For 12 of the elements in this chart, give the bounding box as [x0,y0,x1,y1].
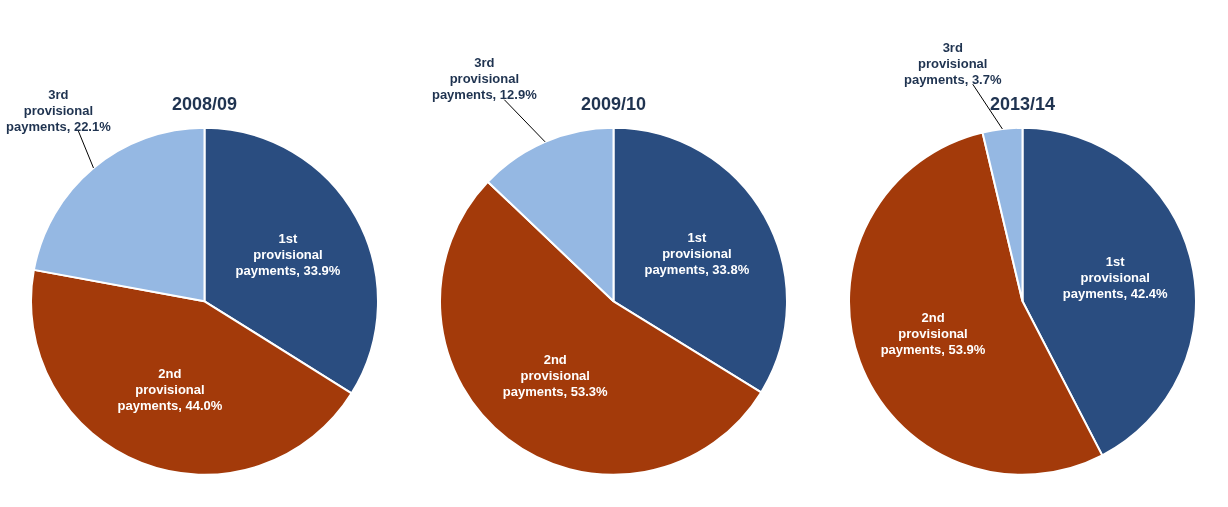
slice-label: 2nd provisional payments, 44.0% [117,365,223,413]
slice-label: 1st provisional payments, 33.9% [235,230,341,278]
slice-label: 3rd provisional payments, 22.1% [6,86,112,134]
slice-label: 1st provisional payments, 33.8% [644,230,750,278]
text: 2013/14 [989,93,1056,114]
slice-label: 1st provisional payments, 42.4% [1062,254,1169,302]
slice-label: 2nd provisional payments, 53.9% [880,310,986,358]
text: 2009/10 [580,93,647,114]
chart-title: 2008/09 [171,93,238,114]
slice-label: 2nd provisional payments, 53.3% [502,352,609,400]
slice-label: 3rd provisional payments, 12.9% [431,55,538,103]
slice-label: 3rd provisional payments, 3.7% [903,39,1002,87]
